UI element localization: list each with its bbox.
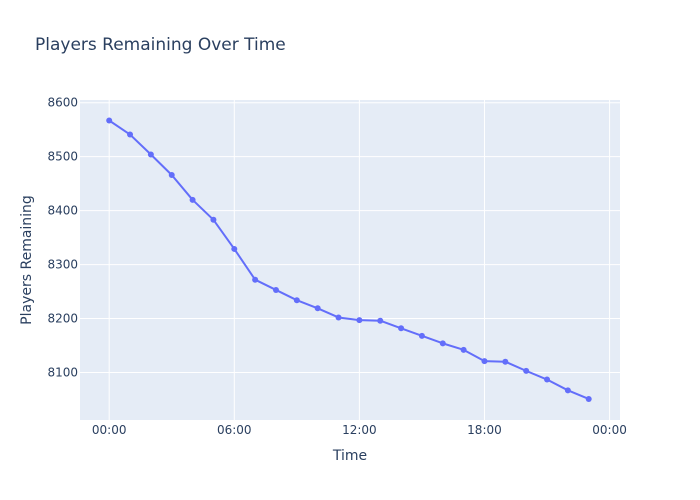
x-axis-ticks: 00:00 06:00 12:00 18:00 00:00 — [92, 423, 627, 437]
series-layer — [106, 117, 592, 402]
data-point — [564, 387, 571, 394]
y-axis-ticks: 8100 8200 8300 8400 8500 8600 — [47, 96, 78, 380]
data-point — [272, 286, 279, 293]
data-point — [460, 346, 467, 353]
data-point — [335, 314, 342, 321]
data-point — [356, 317, 363, 324]
y-tick-label: 8600 — [47, 96, 78, 110]
data-point — [147, 151, 154, 158]
data-point — [252, 276, 259, 283]
x-tick-label: 18:00 — [467, 423, 502, 437]
y-tick-label: 8100 — [47, 366, 78, 380]
data-point — [127, 131, 134, 138]
series-line — [108, 119, 590, 400]
y-tick-label: 8200 — [47, 312, 78, 326]
data-point — [210, 216, 217, 223]
data-point — [502, 358, 509, 365]
chart-title: Players Remaining Over Time — [35, 35, 286, 55]
data-point — [544, 376, 551, 383]
data-point — [231, 245, 238, 252]
data-point — [439, 340, 446, 347]
data-point — [168, 172, 175, 179]
data-point — [398, 325, 405, 332]
data-point — [293, 297, 300, 304]
x-tick-label: 00:00 — [592, 423, 627, 437]
data-point — [418, 332, 425, 339]
plot-area — [80, 100, 620, 420]
y-tick-label: 8400 — [47, 204, 78, 218]
data-point — [189, 196, 196, 203]
x-tick-label: 06:00 — [217, 423, 252, 437]
data-point — [585, 395, 592, 402]
data-point — [523, 367, 530, 374]
x-tick-label: 00:00 — [92, 423, 127, 437]
data-point — [377, 317, 384, 324]
data-point — [314, 305, 321, 312]
data-point — [106, 117, 113, 124]
y-axis-title: Players Remaining — [19, 195, 35, 325]
x-axis-title: Time — [332, 448, 367, 464]
y-tick-label: 8300 — [47, 258, 78, 272]
data-point — [481, 358, 488, 365]
y-tick-label: 8500 — [47, 150, 78, 164]
x-tick-label: 12:00 — [342, 423, 377, 437]
